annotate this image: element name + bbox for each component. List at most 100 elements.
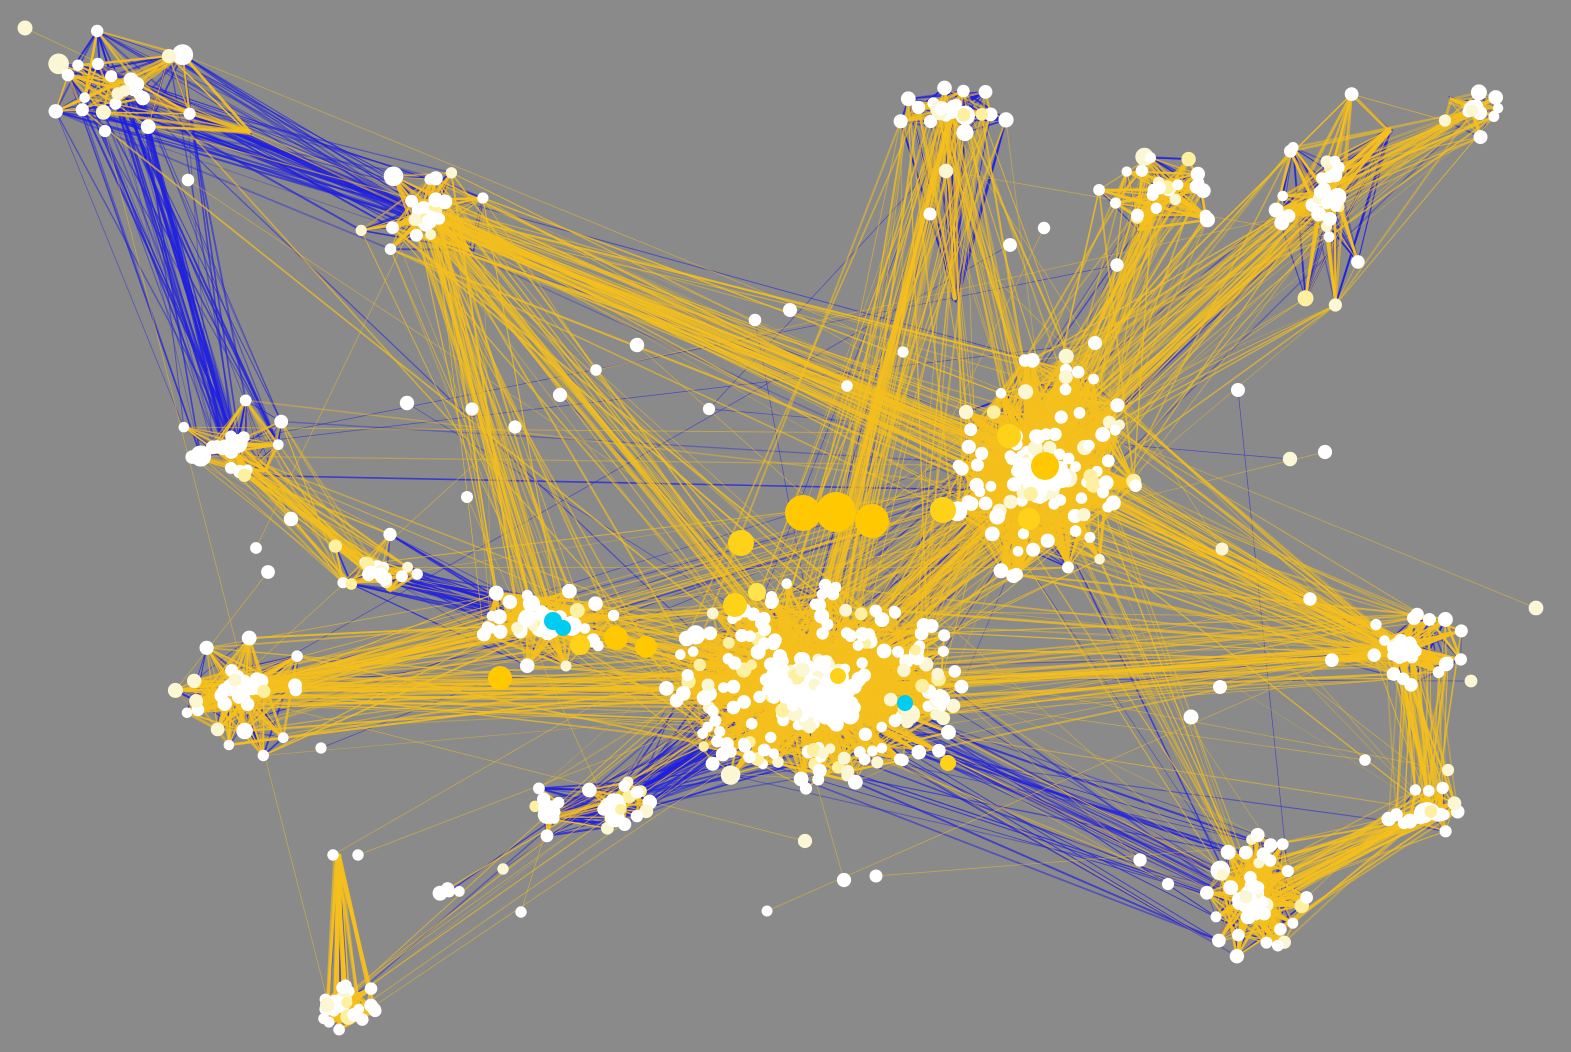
graph-node[interactable] bbox=[17, 20, 33, 36]
graph-node[interactable] bbox=[720, 765, 741, 785]
graph-node[interactable] bbox=[961, 439, 976, 454]
graph-node[interactable] bbox=[924, 619, 939, 633]
graph-node[interactable] bbox=[757, 743, 771, 757]
graph-node[interactable] bbox=[488, 585, 504, 601]
graph-node[interactable] bbox=[1199, 209, 1212, 222]
graph-node[interactable] bbox=[1464, 674, 1478, 688]
graph-node[interactable] bbox=[744, 630, 756, 642]
graph-node[interactable] bbox=[1344, 87, 1359, 101]
graph-node[interactable] bbox=[726, 679, 741, 694]
graph-node[interactable] bbox=[1095, 427, 1111, 442]
graph-node-hub[interactable] bbox=[816, 492, 856, 532]
graph-node[interactable] bbox=[950, 98, 962, 110]
graph-node[interactable] bbox=[841, 764, 855, 778]
graph-node[interactable] bbox=[373, 567, 388, 582]
graph-node[interactable] bbox=[1397, 641, 1412, 656]
graph-node[interactable] bbox=[722, 637, 735, 649]
graph-node[interactable] bbox=[333, 1023, 345, 1036]
graph-node[interactable] bbox=[706, 607, 719, 620]
graph-node[interactable] bbox=[761, 905, 773, 917]
graph-node[interactable] bbox=[579, 623, 591, 634]
graph-node[interactable] bbox=[582, 782, 597, 798]
graph-node[interactable] bbox=[1026, 542, 1041, 557]
graph-node[interactable] bbox=[384, 243, 397, 255]
graph-node[interactable] bbox=[707, 705, 719, 717]
graph-node[interactable] bbox=[1311, 206, 1326, 222]
graph-node[interactable] bbox=[964, 423, 978, 437]
graph-node[interactable] bbox=[743, 750, 756, 764]
graph-node[interactable] bbox=[172, 44, 194, 66]
graph-node[interactable] bbox=[900, 715, 914, 729]
graph-node[interactable] bbox=[1190, 166, 1206, 182]
graph-node[interactable] bbox=[1042, 441, 1057, 455]
graph-node[interactable] bbox=[181, 173, 195, 187]
graph-node[interactable] bbox=[856, 657, 868, 669]
graph-node[interactable] bbox=[993, 563, 1009, 579]
graph-node[interactable] bbox=[697, 728, 708, 739]
graph-node[interactable] bbox=[629, 337, 645, 353]
graph-node[interactable] bbox=[900, 91, 916, 107]
graph-node[interactable] bbox=[1281, 865, 1294, 878]
graph-node[interactable] bbox=[237, 431, 250, 444]
graph-node[interactable] bbox=[111, 87, 125, 100]
graph-node[interactable] bbox=[48, 104, 63, 119]
graph-node[interactable] bbox=[1088, 336, 1102, 350]
graph-node[interactable] bbox=[974, 486, 986, 498]
graph-node[interactable] bbox=[889, 606, 902, 619]
graph-node[interactable] bbox=[984, 526, 1000, 542]
graph-node[interactable] bbox=[1101, 454, 1115, 468]
graph-node[interactable] bbox=[1367, 648, 1381, 662]
graph-node[interactable] bbox=[1223, 880, 1235, 892]
graph-node[interactable] bbox=[291, 650, 303, 662]
graph-node[interactable] bbox=[409, 228, 423, 242]
graph-node[interactable] bbox=[857, 668, 871, 682]
graph-node-highlighted[interactable] bbox=[897, 695, 913, 711]
graph-node[interactable] bbox=[592, 640, 604, 652]
graph-node[interactable] bbox=[948, 665, 962, 678]
graph-node[interactable] bbox=[869, 869, 883, 883]
graph-node[interactable] bbox=[453, 886, 465, 897]
graph-node[interactable] bbox=[1272, 939, 1284, 952]
graph-node[interactable] bbox=[756, 611, 771, 626]
graph-node[interactable] bbox=[855, 627, 870, 642]
graph-node[interactable] bbox=[705, 756, 720, 771]
graph-node[interactable] bbox=[476, 627, 491, 642]
graph-node[interactable] bbox=[1268, 202, 1284, 218]
graph-node[interactable] bbox=[1282, 451, 1298, 467]
graph-node[interactable] bbox=[871, 756, 884, 769]
graph-node[interactable] bbox=[876, 643, 892, 659]
graph-node[interactable] bbox=[1017, 528, 1030, 540]
graph-node[interactable] bbox=[1023, 486, 1038, 501]
graph-node[interactable] bbox=[955, 462, 969, 476]
graph-node[interactable] bbox=[1012, 546, 1024, 557]
graph-node[interactable] bbox=[848, 774, 863, 790]
graph-node[interactable] bbox=[1084, 531, 1096, 543]
graph-node[interactable] bbox=[1528, 600, 1544, 616]
graph-node[interactable] bbox=[1102, 501, 1114, 513]
graph-node-hub[interactable] bbox=[723, 593, 747, 617]
graph-node[interactable] bbox=[1422, 613, 1436, 626]
graph-node[interactable] bbox=[1488, 90, 1503, 105]
graph-node[interactable] bbox=[764, 657, 778, 672]
graph-node[interactable] bbox=[1244, 871, 1257, 884]
graph-node[interactable] bbox=[812, 704, 830, 721]
graph-node[interactable] bbox=[1328, 298, 1342, 312]
graph-node[interactable] bbox=[1238, 845, 1253, 860]
graph-node[interactable] bbox=[737, 695, 751, 709]
graph-node[interactable] bbox=[1195, 183, 1211, 199]
graph-node[interactable] bbox=[133, 88, 145, 100]
graph-node[interactable] bbox=[703, 626, 718, 641]
graph-node[interactable] bbox=[924, 115, 938, 129]
graph-node[interactable] bbox=[844, 696, 859, 710]
graph-node[interactable] bbox=[821, 618, 834, 631]
graph-node[interactable] bbox=[399, 395, 415, 411]
graph-node[interactable] bbox=[250, 542, 262, 554]
graph-node[interactable] bbox=[1323, 171, 1336, 183]
graph-node[interactable] bbox=[1213, 680, 1227, 694]
graph-node[interactable] bbox=[841, 380, 853, 392]
graph-node[interactable] bbox=[1323, 231, 1335, 243]
graph-node[interactable] bbox=[199, 640, 214, 655]
graph-node-hub[interactable] bbox=[930, 497, 956, 523]
graph-node[interactable] bbox=[978, 85, 993, 99]
graph-node[interactable] bbox=[935, 691, 951, 707]
